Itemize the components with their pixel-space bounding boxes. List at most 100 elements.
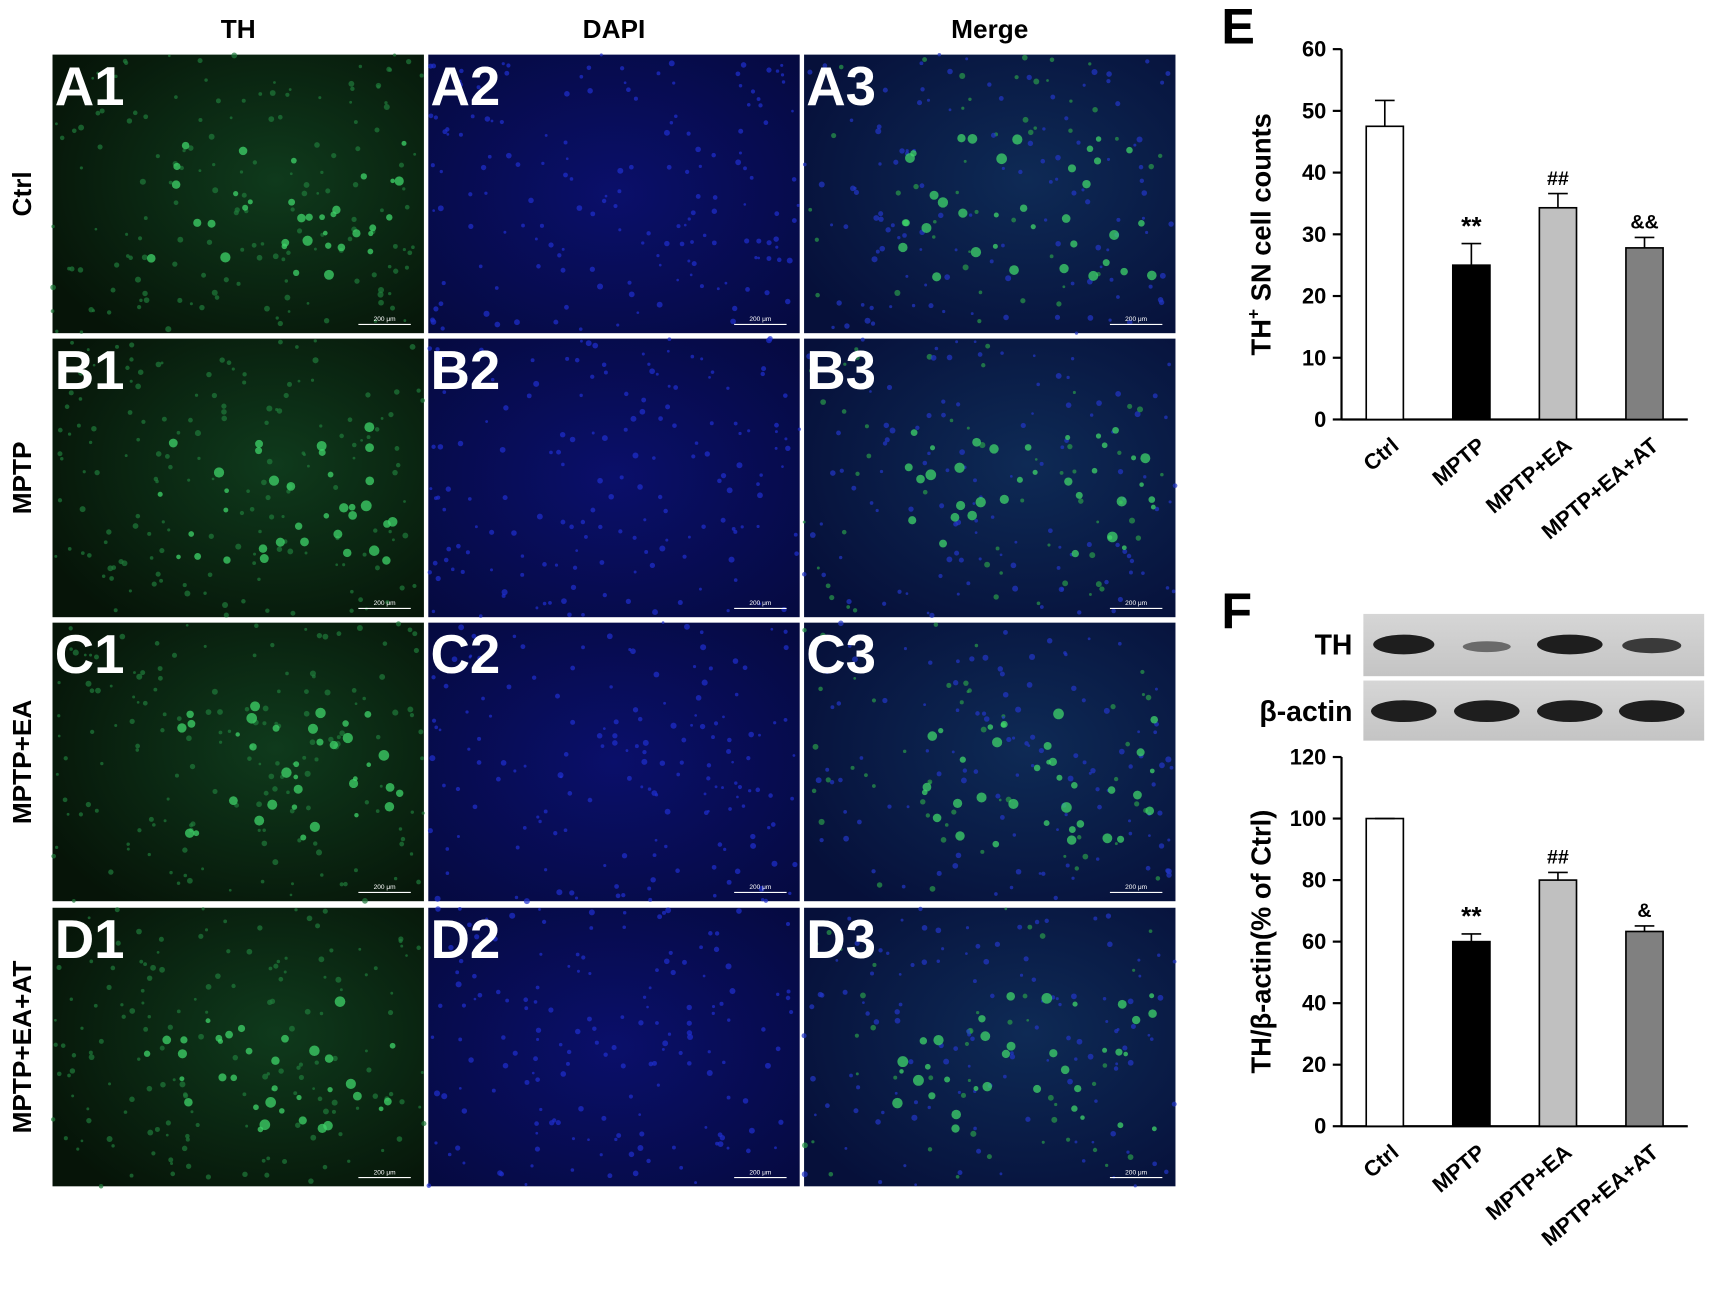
cell	[875, 508, 879, 513]
cell	[1082, 83, 1086, 87]
cell	[814, 237, 819, 242]
cell	[583, 534, 588, 539]
cell	[122, 58, 128, 64]
cell	[239, 170, 244, 174]
cell	[794, 551, 799, 556]
cell	[663, 701, 667, 705]
cell	[655, 372, 659, 376]
cell	[399, 1099, 405, 1105]
cell	[289, 1025, 295, 1032]
cell	[206, 371, 212, 378]
cell	[106, 384, 112, 390]
cell	[674, 114, 678, 119]
cell	[114, 74, 118, 79]
cell	[1010, 562, 1017, 569]
cell	[788, 891, 792, 896]
cell	[349, 608, 354, 613]
cell	[864, 317, 871, 324]
cell	[1171, 1101, 1177, 1107]
cell	[902, 749, 907, 754]
cell	[1087, 637, 1091, 641]
cell	[999, 815, 1005, 820]
cell	[211, 289, 218, 296]
cell	[748, 1127, 755, 1134]
cell	[446, 133, 450, 136]
cell	[815, 777, 822, 784]
panel-letter: F	[1221, 583, 1252, 639]
cell	[928, 303, 934, 309]
stained-cell	[242, 204, 249, 211]
cell	[849, 1073, 853, 1078]
cell	[302, 755, 307, 760]
cell	[1141, 190, 1148, 196]
cell	[647, 362, 651, 366]
cell	[607, 1173, 613, 1179]
stained-cell	[309, 1045, 320, 1057]
y-tick-label: 20	[1302, 1052, 1326, 1077]
cell	[1070, 356, 1075, 361]
cell	[147, 852, 151, 857]
cell	[598, 524, 603, 530]
stained-cell	[1001, 1049, 1011, 1059]
cell	[496, 989, 501, 995]
stained-cell	[929, 190, 939, 200]
cell	[410, 810, 414, 814]
cell	[879, 469, 884, 474]
cell	[1127, 1059, 1134, 1066]
significance-mark: ##	[1547, 847, 1569, 869]
cell	[89, 653, 93, 657]
cell	[418, 1105, 422, 1109]
cell	[618, 529, 623, 534]
cell	[77, 267, 84, 273]
cell	[1099, 586, 1105, 592]
cell	[139, 178, 146, 185]
cell	[1066, 375, 1070, 380]
cell	[274, 721, 279, 726]
cell	[1130, 1024, 1136, 1030]
cell	[655, 968, 659, 973]
cell	[614, 884, 619, 889]
cell	[847, 916, 852, 921]
cell	[124, 454, 128, 458]
cell	[447, 367, 452, 371]
cell	[379, 784, 383, 788]
cell	[141, 254, 148, 261]
cell	[1067, 775, 1074, 782]
cell	[689, 273, 693, 277]
cell	[118, 558, 124, 565]
cell	[626, 87, 631, 93]
cell	[983, 716, 990, 722]
cell	[125, 232, 129, 236]
cell	[374, 127, 380, 133]
cell	[1019, 973, 1024, 977]
cell	[760, 371, 765, 377]
cell	[474, 934, 480, 940]
cell	[211, 392, 218, 399]
cell	[385, 600, 390, 605]
cell	[853, 1108, 859, 1114]
cell	[543, 809, 548, 814]
cell	[348, 80, 355, 87]
stained-cell	[913, 1074, 924, 1086]
cell	[199, 304, 205, 311]
cell	[750, 842, 757, 849]
cell	[501, 1035, 506, 1040]
cell	[80, 1026, 84, 1030]
cell	[366, 1067, 372, 1073]
cell	[643, 518, 647, 522]
cell	[596, 733, 603, 739]
cell	[275, 316, 279, 320]
cell	[664, 844, 668, 849]
cell	[894, 1009, 900, 1015]
cell	[589, 926, 594, 930]
cell	[836, 300, 842, 306]
cell	[350, 589, 354, 594]
stained-cell	[367, 248, 374, 255]
cell	[256, 801, 262, 808]
cell	[304, 627, 308, 631]
cell	[640, 785, 644, 789]
stained-cell	[1033, 1084, 1042, 1093]
cell	[381, 1148, 385, 1153]
